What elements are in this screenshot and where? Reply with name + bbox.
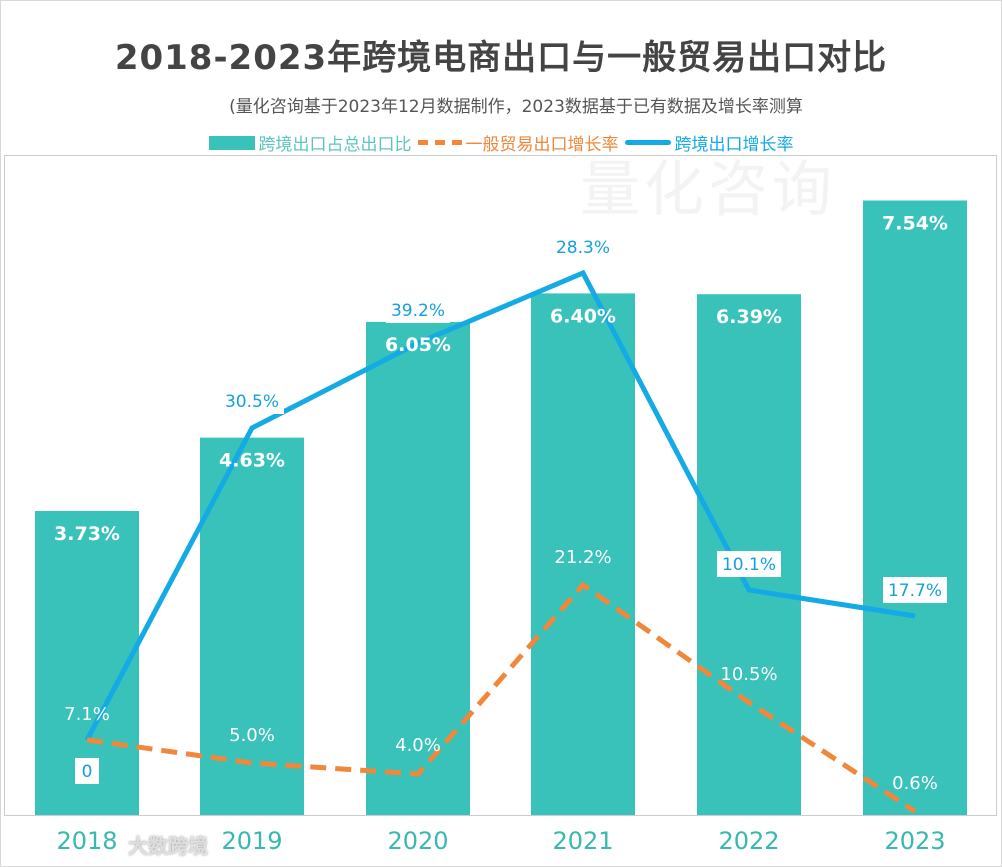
dashed-line-label: 21.2% [554,547,611,568]
chart-title: 2018-2023年跨境电商出口与一般贸易出口对比 [114,38,888,78]
dashed-line-label: 4.0% [395,735,441,756]
x-tick-label: 2019 [221,827,282,855]
line-label-box [717,551,781,577]
legend-swatch-dashed [417,140,462,145]
legend: 跨境出口占总出口比 一般贸易出口增长率 跨境出口增长率 [0,130,1002,155]
bar [863,200,967,816]
series-line-cross-border-growth [84,269,916,742]
dashed-line-label: 5.0% [229,725,275,746]
line-label: 0 [82,762,93,782]
line-label-box [220,388,284,414]
watermark: 量化咨询 [580,155,836,225]
line-label-box [883,577,947,603]
legend-swatch-bar [208,135,255,150]
dashed-line-label: 7.1% [64,704,110,725]
x-tick-label: 2020 [387,827,448,855]
logo: 大数跨境 [128,834,208,858]
line-label: 28.3% [556,238,610,258]
legend-swatch-line [624,140,671,145]
plot-area [4,155,997,816]
bar [200,437,304,815]
line-label: 30.5% [225,392,279,412]
legend-label: 跨境出口占总出口比 [258,135,412,155]
x-tick-label: 2023 [884,827,945,855]
line-label-box [75,758,99,784]
legend-label: 跨境出口增长率 [674,135,794,155]
bar-label: 4.63% [219,450,285,472]
legend-item-line: 跨境出口增长率 [624,130,794,155]
line-label: 10.1% [722,555,776,575]
x-tick-label: 2021 [552,827,613,855]
bar [531,293,635,815]
bar-label: 6.39% [716,306,782,328]
bar-label: 6.05% [385,334,451,356]
chart-subtitle: (量化咨询基于2023年12月数据制作，2023数据基于已有数据及增长率测算 [229,97,803,117]
line-label: 17.7% [888,581,942,601]
dashed-line-label: 10.5% [720,664,777,685]
series-line-general-trade-growth [86,581,917,814]
legend-label: 一般贸易出口增长率 [465,135,619,155]
bar-label: 7.54% [882,212,948,234]
bar-label: 3.73% [54,523,120,545]
bar-label: 6.40% [550,305,616,327]
line-label: 39.2% [391,301,445,321]
legend-item-bar: 跨境出口占总出口比 [208,130,412,155]
x-tick-label: 2018 [56,827,117,855]
dashed-line-label: 0.6% [892,773,938,794]
legend-item-dashed: 一般贸易出口增长率 [417,130,619,155]
line-label-box [386,297,450,323]
x-tick-label: 2022 [718,827,779,855]
